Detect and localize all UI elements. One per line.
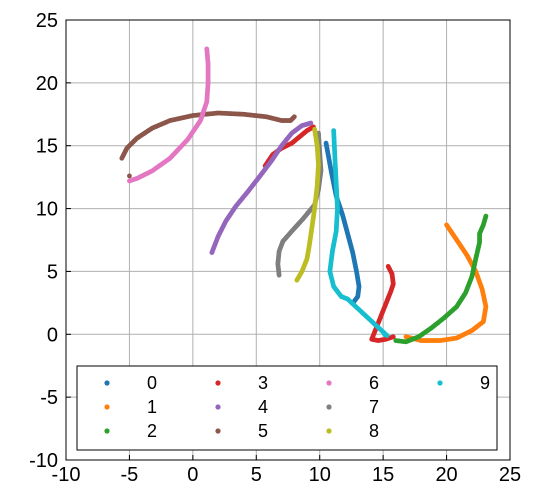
y-tick-label: 10 — [36, 199, 58, 221]
series-5 — [119, 110, 297, 179]
legend-box — [76, 365, 498, 451]
series-6 — [127, 46, 211, 184]
y-tick-label: -5 — [40, 387, 58, 409]
x-tick-label: 20 — [435, 464, 457, 486]
data-point — [483, 213, 489, 219]
legend-label: 4 — [258, 397, 268, 417]
y-tick-label: 5 — [47, 261, 58, 283]
legend-item-8: 8 — [326, 421, 379, 441]
data-point — [382, 331, 387, 337]
legend-marker — [104, 380, 110, 386]
legend-marker — [326, 380, 332, 386]
legend-marker — [326, 404, 332, 410]
y-tick-label: 25 — [36, 10, 58, 32]
legend-item-9: 9 — [437, 373, 490, 393]
data-point — [127, 178, 132, 184]
axes-frame — [65, 19, 511, 461]
data-series — [119, 46, 489, 345]
x-tick-label: -5 — [121, 464, 139, 486]
legend-item-3: 3 — [215, 373, 268, 393]
legend-marker — [104, 404, 110, 410]
legend-item-7: 7 — [326, 397, 379, 417]
legend: 0 1 2 3 4 5 6 7 8 9 — [76, 365, 498, 451]
series-1 — [403, 222, 489, 343]
legend-label: 7 — [369, 397, 379, 417]
legend-item-1: 1 — [104, 397, 157, 417]
x-tick-label: 10 — [309, 464, 331, 486]
legend-label: 1 — [147, 397, 157, 417]
legend-label: 6 — [369, 373, 379, 393]
y-tick-label: 15 — [36, 136, 58, 158]
legend-marker — [215, 404, 221, 410]
data-point — [291, 114, 297, 120]
data-point — [308, 120, 314, 126]
data-point — [403, 334, 409, 340]
x-tick-label: 5 — [251, 464, 262, 486]
data-point — [390, 334, 396, 340]
legend-marker — [215, 428, 221, 434]
data-point — [312, 126, 318, 132]
legend-item-6: 6 — [326, 373, 379, 393]
legend-marker — [437, 380, 443, 386]
legend-label: 8 — [369, 421, 379, 441]
legend-label: 9 — [480, 373, 490, 393]
series-0 — [323, 140, 362, 304]
legend-item-2: 2 — [104, 421, 157, 441]
series-2 — [393, 213, 489, 345]
legend-item-4: 4 — [215, 397, 268, 417]
y-tick-label: 0 — [47, 324, 58, 346]
data-point — [127, 173, 132, 179]
x-tick-label: 15 — [372, 464, 394, 486]
legend-item-0: 0 — [104, 373, 157, 393]
x-tick-label: 0 — [187, 464, 198, 486]
legend-label: 2 — [147, 421, 157, 441]
legend-label: 0 — [147, 373, 157, 393]
y-tick-label: -10 — [29, 450, 58, 472]
legend-marker — [326, 428, 332, 434]
legend-marker — [215, 380, 221, 386]
legend-item-5: 5 — [215, 421, 268, 441]
x-tick-label: -10 — [52, 464, 81, 486]
series-8 — [294, 126, 321, 283]
x-tick-label: 25 — [499, 464, 521, 486]
series-9 — [327, 128, 390, 338]
series-4 — [209, 120, 314, 255]
legend-label: 5 — [258, 421, 268, 441]
legend-marker — [104, 428, 110, 434]
legend-label: 3 — [258, 373, 268, 393]
y-tick-label: 20 — [36, 73, 58, 95]
